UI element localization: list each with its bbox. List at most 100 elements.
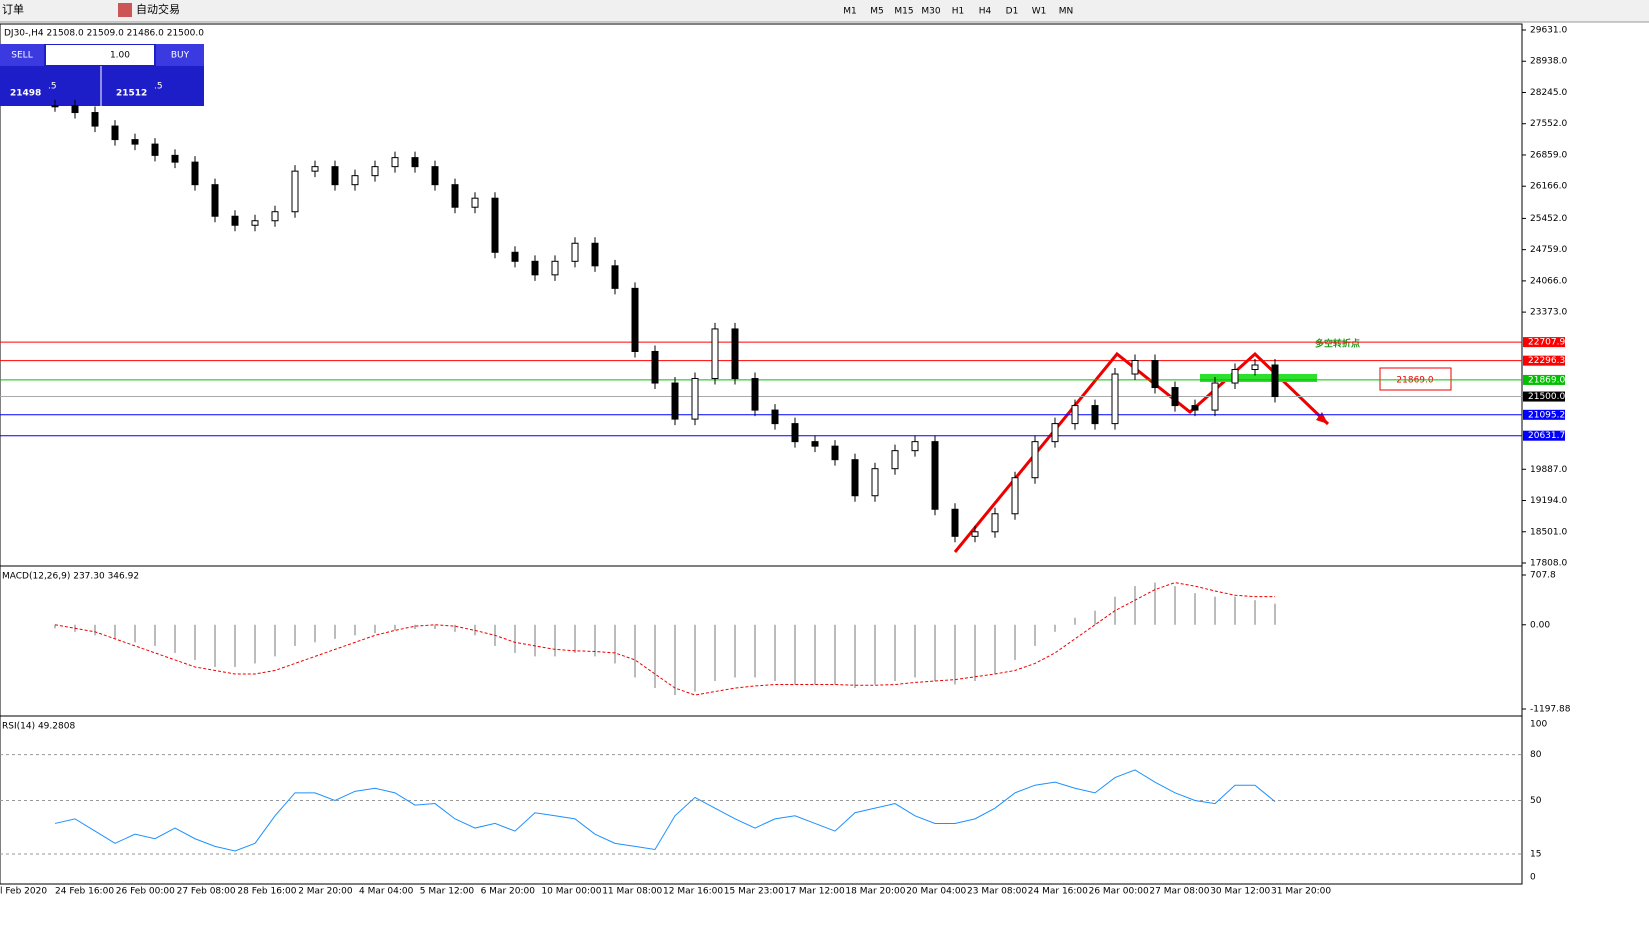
y-tick-label: 29631.0 (1530, 26, 1567, 36)
y-tick-label: -1197.88 (1530, 705, 1571, 715)
x-tick-label: 30 Mar 12:00 (1210, 887, 1270, 897)
price-level-label: 21869.0 (1528, 375, 1565, 385)
price-level-tag (1523, 430, 1565, 441)
y-tick-label: 15 (1530, 850, 1541, 860)
x-tick-label: 28 Feb 16:00 (237, 887, 296, 897)
candle (971, 531, 979, 537)
pivot-zone (1200, 374, 1317, 382)
y-tick-label: 19194.0 (1530, 496, 1567, 506)
timeframe-button[interactable]: M15 (894, 7, 913, 17)
x-tick-label: 18 Mar 20:00 (845, 887, 905, 897)
timeframe-button[interactable]: MN (1059, 7, 1074, 17)
bid-pip: .5 (48, 82, 57, 92)
buy-label: BUY (171, 51, 190, 61)
y-tick-label: 0 (1530, 873, 1536, 883)
toolbar (0, 0, 1649, 22)
x-tick-label: 20 Mar 04:00 (906, 887, 966, 897)
y-tick-label: 18501.0 (1530, 527, 1567, 537)
candle (351, 175, 359, 186)
price-level-label: 22296.3 (1528, 356, 1565, 366)
x-tick-label: 4 Mar 04:00 (359, 887, 414, 897)
candle (391, 157, 399, 168)
candle (751, 378, 759, 411)
price-box-label: 21869.0 (1396, 376, 1433, 386)
y-tick-label: 26859.0 (1530, 150, 1567, 160)
sell-label: SELL (11, 51, 32, 61)
rsi-line (54, 769, 1276, 852)
x-tick-label: 5 Mar 12:00 (420, 887, 475, 897)
price-level-tag (1523, 374, 1565, 385)
candle (1251, 364, 1259, 371)
candle (831, 445, 839, 461)
price-box (1379, 367, 1452, 391)
timeframe-button[interactable]: H4 (979, 7, 992, 17)
x-tick-label: 26 Feb 00:00 (116, 887, 175, 897)
timeframe-button[interactable]: M5 (870, 7, 884, 17)
timeframe-button[interactable]: M30 (921, 7, 940, 17)
y-tick-label: 24759.0 (1530, 245, 1567, 255)
y-tick-label: 80 (1530, 750, 1542, 760)
price-level-label: 21500.0 (1528, 392, 1565, 402)
candle (591, 242, 599, 267)
y-tick-label: 50 (1530, 796, 1542, 806)
candle (571, 242, 579, 262)
candle (151, 143, 159, 156)
price-level-label: 21095.2 (1528, 410, 1565, 420)
candle (651, 350, 659, 384)
price-level-tag (1523, 391, 1565, 402)
x-tick-label: 27 Mar 08:00 (1149, 887, 1209, 897)
timeframe-button[interactable]: M1 (843, 7, 857, 17)
lot-value: 1.00 (110, 51, 130, 61)
auto-trade-icon[interactable] (118, 3, 132, 17)
buy-button[interactable] (156, 44, 204, 66)
candle (891, 450, 899, 470)
candle (691, 378, 699, 420)
candle (871, 468, 879, 497)
candle (911, 441, 919, 452)
candle (731, 328, 739, 380)
candle (51, 105, 59, 108)
trade-panel: SELL 1.00 BUY 21498 .5 21512 .5 (0, 44, 204, 106)
y-tick-label: 100 (1530, 720, 1547, 730)
macd-title: MACD(12,26,9) 237.30 346.92 (2, 572, 139, 582)
lot-input[interactable] (46, 45, 154, 65)
sell-button[interactable] (0, 44, 44, 66)
candle (1191, 405, 1199, 411)
bid-price: 21498 (10, 89, 41, 99)
y-tick-label: 17808.0 (1530, 559, 1567, 569)
auto-trade-button[interactable]: 自动交易 (136, 2, 180, 16)
x-tick-label: 24 Feb 16:00 (55, 887, 114, 897)
candle (1231, 369, 1239, 384)
candle (791, 423, 799, 443)
y-tick-label: 24066.0 (1530, 276, 1567, 286)
candle (551, 260, 559, 276)
x-tick-label: 10 Mar 00:00 (541, 887, 601, 897)
x-tick-label: 27 Feb 08:00 (177, 887, 236, 897)
ask-pip: .5 (154, 82, 163, 92)
candle (1171, 387, 1179, 407)
candle (1151, 359, 1159, 389)
candle (171, 154, 179, 163)
y-tick-label: 27552.0 (1530, 119, 1567, 129)
price-level-label: 22707.9 (1528, 338, 1565, 348)
timeframe-button[interactable]: H1 (952, 7, 965, 17)
candle (451, 184, 459, 208)
candle (671, 382, 679, 420)
candle (191, 161, 199, 186)
timeframe-button[interactable]: D1 (1006, 7, 1019, 17)
y-tick-label: 19887.0 (1530, 465, 1567, 475)
x-tick-label: 26 Mar 00:00 (1089, 887, 1149, 897)
timeframe-button[interactable]: W1 (1032, 7, 1047, 17)
x-tick-label: 2 Mar 20:00 (298, 887, 353, 897)
candle (851, 459, 859, 497)
candle (1131, 359, 1139, 375)
candle (471, 197, 479, 208)
x-tick-label: l Feb 2020 (0, 887, 47, 897)
candle (1031, 441, 1039, 479)
y-tick-label: 26166.0 (1530, 182, 1567, 192)
candle (111, 125, 119, 141)
candle (251, 220, 259, 226)
candle (931, 441, 939, 510)
candle (311, 166, 319, 172)
order-button[interactable]: 订单 (2, 3, 24, 16)
